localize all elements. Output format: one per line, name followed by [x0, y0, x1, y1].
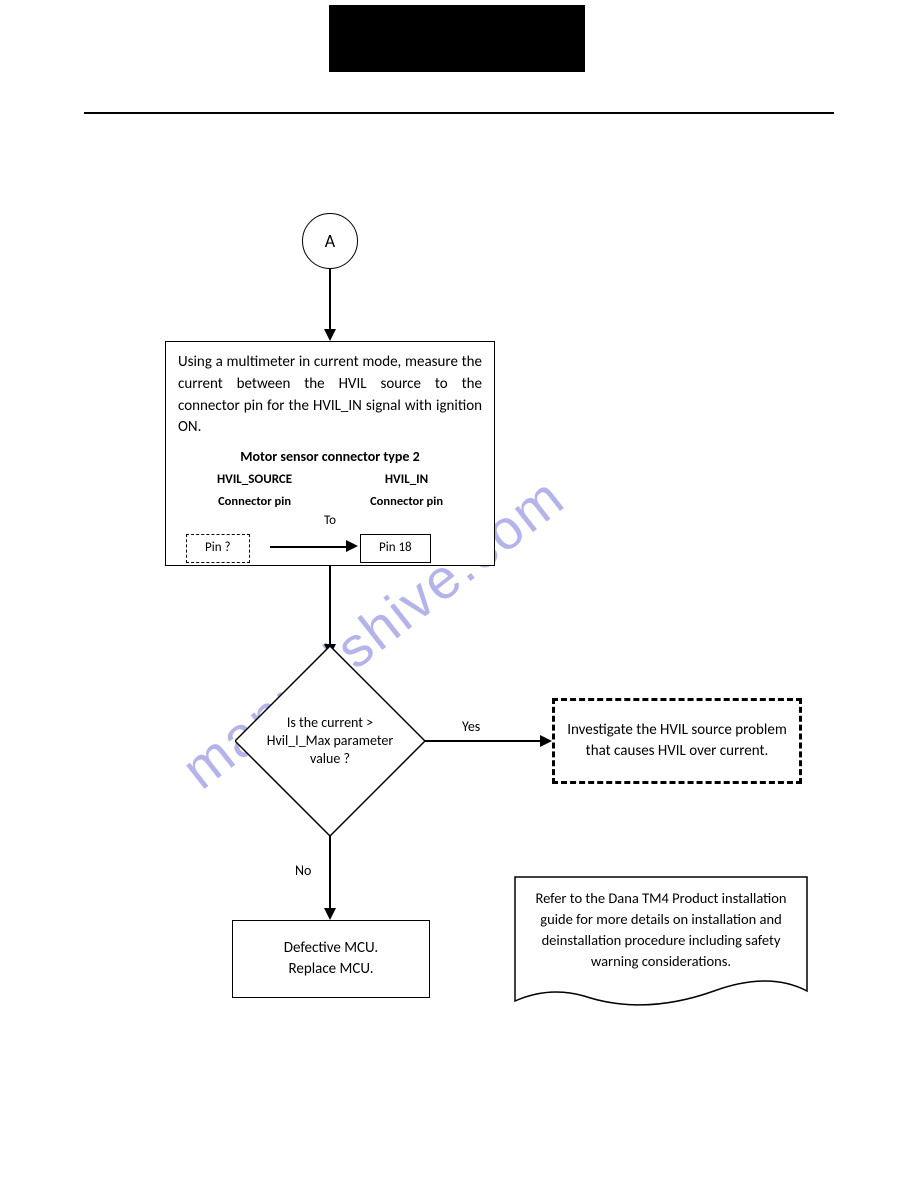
- col1-sub: Connector pin: [217, 493, 292, 511]
- connector-a-label: A: [325, 230, 335, 252]
- yes-label: Yes: [462, 718, 480, 735]
- arrowhead-yes: [540, 735, 552, 747]
- connector-type-title: Motor sensor connector type 2: [178, 447, 482, 467]
- doc-note-text: Refer to the Dana TM4 Product installati…: [528, 888, 794, 972]
- investigate-text: Investigate the HVIL source problem that…: [567, 720, 787, 762]
- defective-mcu-box: Defective MCU. Replace MCU.: [232, 920, 430, 998]
- decision-text: Is the current > Hvil_I_Max parameter va…: [247, 714, 414, 769]
- arrowhead-1: [324, 329, 336, 341]
- defective-l2: Replace MCU.: [288, 959, 373, 980]
- connector-a: A: [302, 213, 358, 269]
- header-black-box: [329, 5, 585, 72]
- arrow-process-to-decision: [329, 566, 331, 646]
- inner-arrowhead: [346, 540, 358, 552]
- to-label: To: [178, 512, 482, 530]
- col2-sub: Connector pin: [370, 493, 443, 511]
- arrowhead-no: [324, 908, 336, 920]
- document-note: Refer to the Dana TM4 Product installati…: [514, 876, 808, 1016]
- pin-right-box: Pin 18: [360, 534, 431, 562]
- process-text: Using a multimeter in current mode, meas…: [178, 352, 482, 439]
- investigate-box: Investigate the HVIL source problem that…: [552, 698, 802, 784]
- inner-arrow: [270, 546, 348, 548]
- divider: [84, 112, 834, 114]
- pin-right-text: Pin 18: [379, 540, 412, 555]
- col1-header: HVIL_SOURCE: [217, 471, 292, 489]
- pin-left-box: Pin ?: [186, 534, 250, 562]
- pin-left-text: Pin ?: [205, 540, 231, 555]
- arrow-a-to-process: [329, 269, 331, 329]
- col2-header: HVIL_IN: [370, 471, 443, 489]
- arrow-yes: [425, 740, 540, 742]
- no-label: No: [295, 862, 311, 879]
- process-measure-current: Using a multimeter in current mode, meas…: [165, 341, 495, 566]
- defective-l1: Defective MCU.: [284, 938, 378, 959]
- arrow-no: [329, 836, 331, 908]
- decision-current-check: Is the current > Hvil_I_Max parameter va…: [235, 646, 425, 836]
